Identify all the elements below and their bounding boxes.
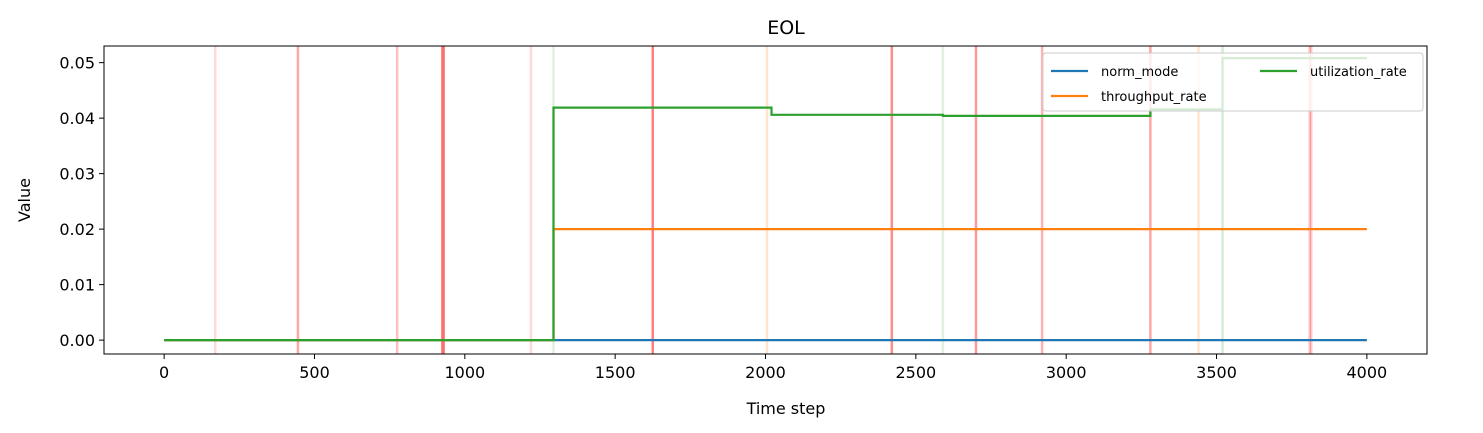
x-tick-label: 500 bbox=[299, 363, 330, 382]
x-tick-label: 3000 bbox=[1046, 363, 1087, 382]
y-tick-label: 0.01 bbox=[59, 276, 95, 295]
y-axis-title: Value bbox=[15, 178, 34, 222]
x-tick-label: 4000 bbox=[1347, 363, 1388, 382]
legend: norm_mode throughput_rate utilization_rate bbox=[1042, 52, 1424, 112]
x-tick-label: 2500 bbox=[895, 363, 936, 382]
y-axis: 0.00 0.01 0.02 0.03 0.04 0.05 bbox=[59, 54, 104, 350]
x-tick-label: 1000 bbox=[444, 363, 485, 382]
y-tick-label: 0.05 bbox=[59, 54, 95, 73]
x-tick-label: 0 bbox=[159, 363, 169, 382]
event-lines bbox=[214, 46, 1313, 354]
legend-label-throughput_rate: throughput_rate bbox=[1101, 90, 1207, 105]
legend-label-utilization_rate: utilization_rate bbox=[1310, 65, 1407, 80]
legend-box bbox=[1042, 52, 1424, 112]
y-tick-label: 0.03 bbox=[59, 165, 95, 184]
x-tick-label: 1500 bbox=[595, 363, 636, 382]
y-tick-label: 0.00 bbox=[59, 331, 95, 350]
x-axis: 0 500 1000 1500 2000 2500 3000 3500 4000 bbox=[159, 354, 1387, 382]
legend-label-norm_mode: norm_mode bbox=[1101, 65, 1178, 80]
y-tick-label: 0.02 bbox=[59, 220, 95, 239]
x-tick-label: 2000 bbox=[745, 363, 786, 382]
x-axis-title: Time step bbox=[746, 399, 826, 418]
y-tick-label: 0.04 bbox=[59, 109, 95, 128]
chart-title: EOL bbox=[767, 17, 805, 39]
x-tick-label: 3500 bbox=[1196, 363, 1237, 382]
